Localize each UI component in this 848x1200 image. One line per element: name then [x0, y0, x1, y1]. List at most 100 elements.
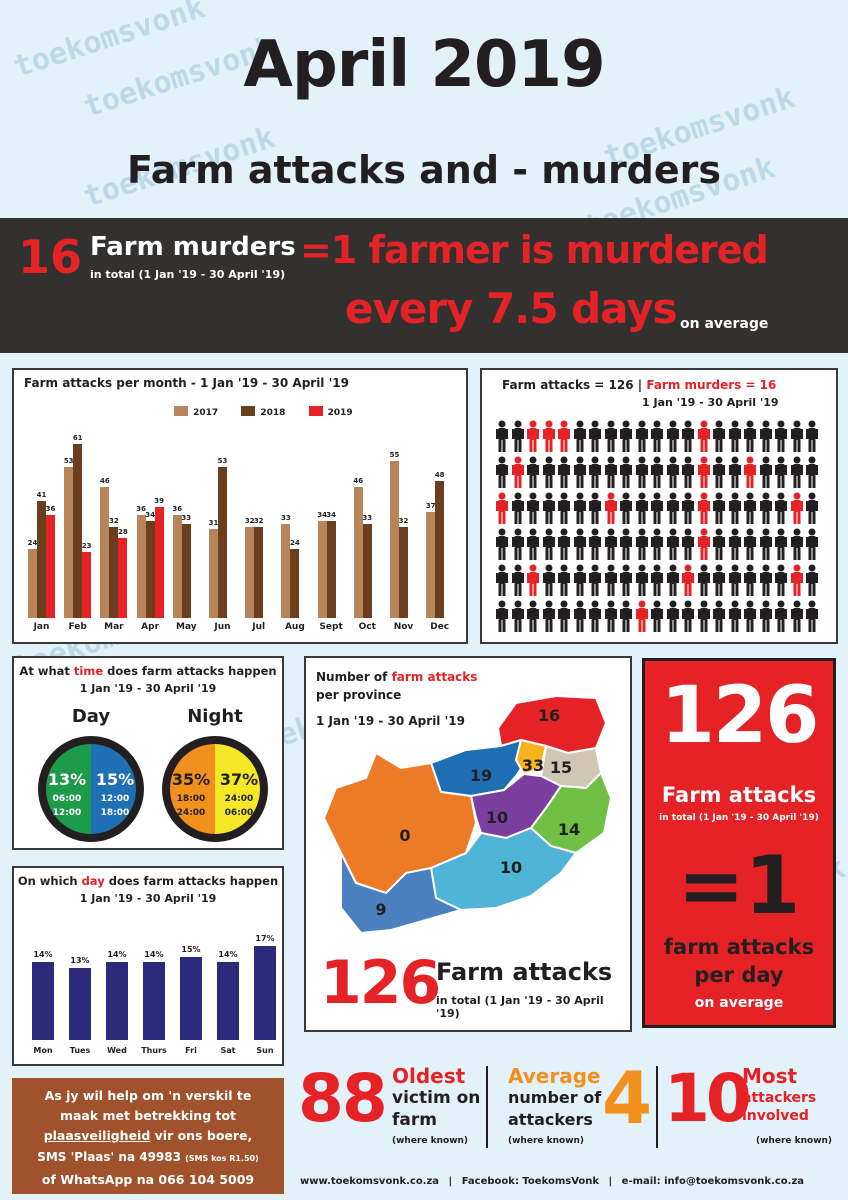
bar-2018-dec — [435, 480, 445, 618]
day-left-pct: 13% — [47, 770, 87, 789]
person-attacked-icon — [573, 420, 586, 452]
person-murdered-icon — [635, 600, 648, 632]
person-attacked-icon — [604, 456, 617, 488]
bar-2018-jul — [254, 526, 264, 618]
person-attacked-icon — [511, 492, 524, 524]
night-left-t2: 24:00 — [176, 808, 206, 818]
map-date: 1 Jan '19 - 30 April '19 — [316, 714, 465, 728]
map-total-sub: in total (1 Jan '19 - 30 April '19) — [436, 994, 604, 1020]
person-murdered-icon — [542, 420, 555, 452]
person-attacked-icon — [558, 564, 570, 596]
person-murdered-icon — [527, 420, 539, 452]
legend-swatch-2017 — [174, 405, 188, 416]
weekday-label: Fri — [185, 1046, 197, 1055]
person-attacked-icon — [682, 456, 694, 488]
bar-value-label: 32 — [253, 516, 264, 525]
legend-label-2019: 2019 — [327, 408, 353, 418]
weekday-panel: On which day does farm attacks happen 1 … — [12, 866, 284, 1066]
person-attacked-icon — [759, 528, 772, 560]
bar-2018-may — [181, 523, 191, 618]
time-title-em: time — [73, 664, 104, 678]
person-attacked-icon — [573, 456, 586, 488]
bar-2019-jan — [46, 515, 55, 618]
day-clock — [38, 736, 144, 842]
footer-email[interactable]: e-mail: info@toekomsvonk.co.za — [621, 1176, 805, 1187]
banner-sub: in total (1 Jan '19 - 30 April '19) — [90, 268, 286, 281]
person-attacked-icon — [775, 420, 787, 452]
bar-value-label: 61 — [72, 433, 83, 442]
person-attacked-icon — [511, 564, 524, 596]
night-right-t1: 24:00 — [224, 794, 254, 804]
stat-most-l1: Most — [742, 1064, 798, 1088]
person-attacked-icon — [573, 528, 586, 560]
person-attacked-icon — [651, 528, 663, 560]
map-total-number: 126 — [320, 948, 441, 1018]
person-attacked-icon — [651, 492, 663, 524]
person-attacked-icon — [728, 420, 741, 452]
weekday-title-a: On which — [17, 874, 82, 888]
bar-value-label: 37 — [425, 502, 436, 511]
pictogram-title-sep: | — [637, 378, 643, 392]
map-title: Number of farm attacks — [316, 670, 477, 684]
bar-value-label: 41 — [36, 490, 47, 499]
person-attacked-icon — [635, 528, 648, 560]
weekday-bars: 14% Mon 13% Tues 14% Wed 14% Thurs 15% Fri 14% Sat 1… — [14, 868, 282, 1064]
person-attacked-icon — [666, 456, 679, 488]
stat-oldest-note: (where known) — [392, 1136, 469, 1146]
bar-value-label: 46 — [353, 476, 364, 485]
person-attacked-icon — [589, 564, 601, 596]
person-attacked-icon — [790, 456, 803, 488]
person-attacked-icon — [604, 564, 617, 596]
pictogram-title-attacks: Farm attacks = 126 — [502, 378, 634, 392]
person-attacked-icon — [542, 456, 555, 488]
weekday-value-label: 14% — [33, 950, 53, 960]
time-title: At what time does farm attacks happen — [14, 664, 282, 678]
footer-facebook[interactable]: Facebook: ToekomsVonk — [461, 1176, 600, 1187]
person-attacked-icon — [635, 492, 648, 524]
stat-most-l2: attackers — [742, 1090, 817, 1106]
person-murdered-icon — [790, 564, 803, 596]
person-attacked-icon — [527, 492, 539, 524]
month-label: Oct — [358, 622, 376, 632]
person-attacked-icon — [542, 528, 555, 560]
night-clock — [162, 736, 268, 842]
person-attacked-icon — [666, 420, 679, 452]
help-line3-rest: vir ons boere, — [150, 1128, 253, 1143]
province-gauteng — [514, 738, 548, 776]
map-value-northern-cape: 0 — [399, 826, 411, 845]
night-evening-half — [170, 744, 215, 834]
person-attacked-icon — [604, 420, 617, 452]
person-attacked-icon — [635, 564, 648, 596]
person-attacked-icon — [558, 600, 570, 632]
footer-sep: | — [608, 1176, 613, 1187]
bar-value-label: 23 — [81, 542, 92, 551]
person-attacked-icon — [666, 600, 679, 632]
person-attacked-icon — [496, 528, 508, 560]
weekday-label: Thurs — [141, 1046, 167, 1055]
person-attacked-icon — [728, 528, 741, 560]
person-attacked-icon — [558, 492, 570, 524]
map-title-b: per province — [316, 688, 402, 702]
banner-line2: every 7.5 days — [345, 284, 678, 333]
weekday-bar-mon — [32, 962, 54, 1040]
person-murdered-icon — [511, 456, 524, 488]
bar-value-label: 53 — [217, 456, 228, 465]
pictogram-title-murders: Farm murders = 16 — [646, 378, 777, 392]
footer-web[interactable]: www.toekomsvonk.co.za — [300, 1176, 440, 1187]
month-label: Apr — [141, 622, 160, 632]
bar-2017-apr — [136, 515, 146, 618]
help-box: As jy wil help om 'n verskil te maak met… — [12, 1078, 284, 1194]
person-attacked-icon — [542, 600, 555, 632]
person-attacked-icon — [728, 492, 741, 524]
monthly-legend: 2017 2018 2019 — [174, 400, 353, 419]
person-attacked-icon — [806, 456, 818, 488]
person-attacked-icon — [620, 564, 632, 596]
month-label: Aug — [284, 622, 305, 632]
person-murdered-icon — [697, 456, 710, 488]
bar-2018-jun — [218, 466, 227, 618]
person-attacked-icon — [713, 420, 725, 452]
person-attacked-icon — [589, 528, 601, 560]
person-attacked-icon — [635, 456, 648, 488]
person-attacked-icon — [496, 600, 508, 632]
